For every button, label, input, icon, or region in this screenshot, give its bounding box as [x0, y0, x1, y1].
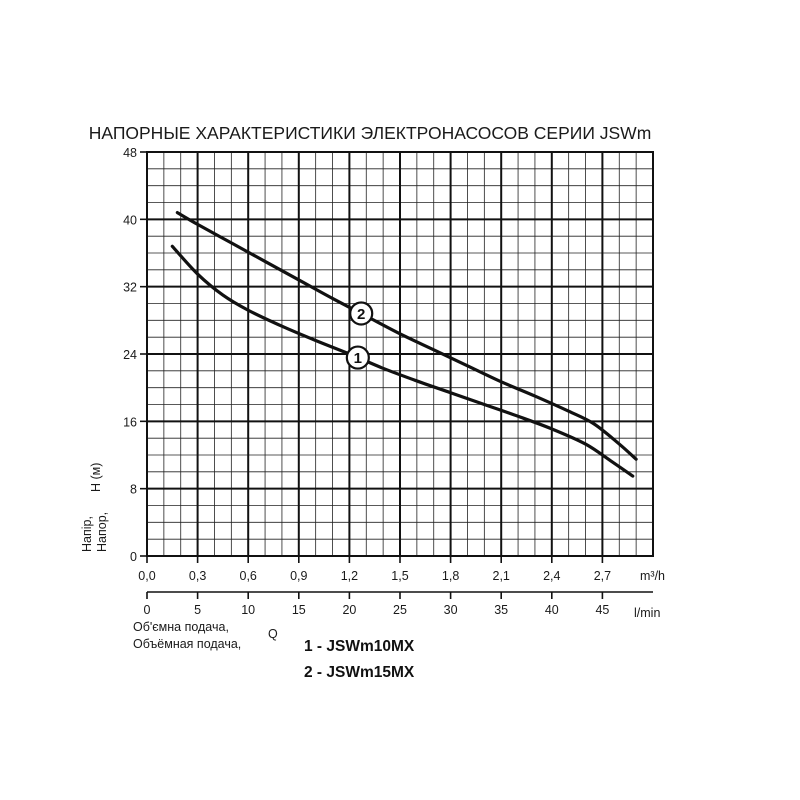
y-tick-label: 16	[123, 415, 137, 429]
svg-text:H (м): H (м)	[89, 463, 103, 492]
x2-tick-label: 15	[292, 603, 306, 617]
x2-tick-label: 0	[144, 603, 151, 617]
series-line-2	[175, 211, 638, 461]
x-unit-secondary: l/min	[634, 606, 660, 620]
svg-text:Напір,: Напір,	[80, 516, 94, 552]
axes	[140, 151, 654, 599]
x2-tick-label: 30	[444, 603, 458, 617]
x-tick-label: 1,2	[341, 569, 358, 583]
x-tick-label: 0,6	[240, 569, 257, 583]
series-markers: 12	[345, 301, 374, 370]
x2-tick-label: 25	[393, 603, 407, 617]
x-tick-label: 2,4	[543, 569, 560, 583]
x-tick-label: 1,5	[391, 569, 408, 583]
series-marker-circle-2	[349, 301, 374, 326]
legend-series-2: 2 - JSWm15MX	[304, 664, 415, 681]
x-tick-label: 2,7	[594, 569, 611, 583]
x-axis-symbol: Q	[268, 627, 278, 641]
y-axis-name-ru: Напор,	[95, 512, 109, 552]
svg-text:Напор,: Напор,	[95, 512, 109, 552]
y-tick-label: 24	[123, 348, 137, 362]
y-tick-label: 48	[123, 146, 137, 160]
x2-tick-label: 40	[545, 603, 559, 617]
x-tick-label: 0,0	[138, 569, 155, 583]
series-marker-label-2: 2	[357, 306, 365, 323]
x2-tick-label: 35	[494, 603, 508, 617]
x-tick-label: 2,1	[493, 569, 510, 583]
y-axis-name-ua: Напір,	[80, 516, 94, 552]
series-marker-circle-1	[345, 345, 370, 370]
legend-series-1: 1 - JSWm10MX	[304, 638, 415, 655]
x-tick-label: 1,8	[442, 569, 459, 583]
y-tick-label: 40	[123, 213, 137, 227]
x-unit-primary: m³/h	[640, 569, 665, 583]
series-line-1	[170, 244, 635, 478]
major-grid	[147, 152, 653, 556]
x2-tick-label: 45	[595, 603, 609, 617]
x-axis-name-ru: Объёмная подача,	[133, 637, 241, 651]
x-tick-labels: 0,0 0,3 0,6 0,9 1,2 1,5 1,8 2,1 2,4 2,7	[138, 569, 611, 583]
x2-tick-label: 5	[194, 603, 201, 617]
y-tick-label: 8	[130, 483, 137, 497]
x2-tick-label: 10	[241, 603, 255, 617]
x-tick-label: 0,3	[189, 569, 206, 583]
y-tick-label: 0	[130, 550, 137, 564]
series-marker-label-1: 1	[354, 350, 362, 367]
x-axis-name-ua: Об'ємна подача,	[133, 620, 229, 634]
y-tick-labels: 0 8 16 24 32 40 48	[123, 146, 137, 564]
y-tick-label: 32	[123, 281, 137, 295]
chart-title: НАПОРНЫЕ ХАРАКТЕРИСТИКИ ЭЛЕКТРОНАСОСОВ С…	[89, 123, 652, 143]
x-tick-label: 0,9	[290, 569, 307, 583]
y-axis-unit: H (м)	[89, 463, 103, 492]
series-lines	[170, 211, 638, 478]
x2-tick-label: 20	[342, 603, 356, 617]
x2-tick-labels: 0 5 10 15 20 25 30 35 40 45	[144, 603, 610, 617]
